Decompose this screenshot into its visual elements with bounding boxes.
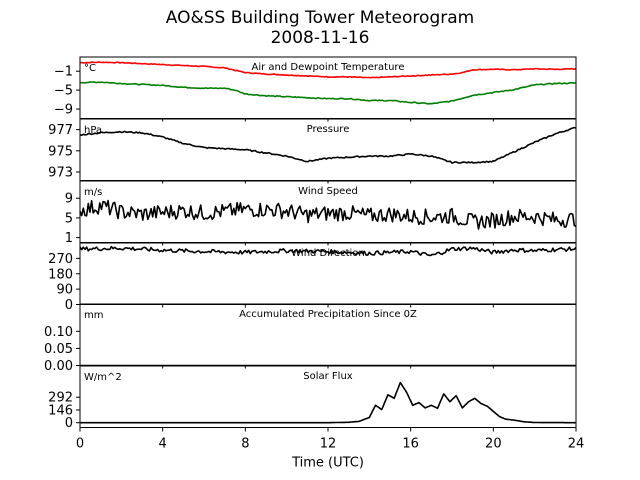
panel-3: 9 5 1 m/s Wind Speed: [65, 180, 577, 246]
y-tick-label: 977: [48, 123, 73, 138]
y-tick-label: −1: [54, 65, 73, 80]
y-tick-label: 1: [65, 231, 73, 246]
y-tick-label: 180: [48, 267, 73, 282]
panel-title: Wind Speed: [298, 186, 358, 197]
panel-title: Solar Flux: [303, 371, 353, 382]
y-tick-label: 292: [48, 391, 73, 406]
series-wind_speed: [79, 199, 577, 230]
unit-label: hPa: [84, 125, 102, 136]
y-tick-label: −9: [54, 103, 73, 118]
y-tick-label: 270: [48, 252, 73, 267]
x-tick-label: 16: [402, 437, 419, 452]
y-tick-label: 5: [65, 211, 73, 226]
y-tick-label: 973: [48, 166, 73, 181]
y-tick-label: 0.05: [44, 342, 73, 357]
series-dewpoint: [80, 81, 577, 105]
series-pressure: [79, 126, 577, 164]
chart-date: 2008-11-16: [270, 28, 370, 48]
unit-label: m/s: [84, 187, 102, 198]
y-tick-label: 975: [48, 144, 73, 159]
x-tick-label: 12: [320, 437, 337, 452]
panel-5: 0.10 0.05 0.00 mm Accumulated Precipitation …: [44, 303, 577, 374]
unit-label: W/m^2: [84, 372, 122, 383]
y-tick-label: 0.00: [44, 359, 73, 374]
series-wind_direction: [79, 245, 577, 257]
x-axis-label: Time (UTC): [291, 456, 364, 471]
panel-title: Air and Dewpoint Temperature: [252, 62, 405, 73]
panel-title: Pressure: [307, 124, 350, 135]
x-tick-label: 8: [241, 437, 249, 452]
unit-label: mm: [84, 310, 103, 321]
panel-title: Wind Direction: [291, 248, 365, 259]
y-tick-label: 146: [48, 403, 73, 418]
y-tick-label: 9: [65, 192, 73, 207]
y-tick-label: −5: [54, 84, 73, 99]
panel-title: Accumulated Precipitation Since 0Z: [239, 309, 417, 320]
unit-label: °C: [84, 63, 96, 74]
series-air: [79, 61, 577, 79]
y-tick-label: 0: [65, 416, 73, 431]
x-tick-label: 4: [159, 437, 167, 452]
series-solar: [80, 381, 576, 424]
panel-2: 977 975 973 hPa Pressure: [48, 118, 577, 184]
y-tick-label: 90: [56, 283, 73, 298]
y-tick-label: 0.10: [44, 325, 73, 340]
x-tick-label: 0: [76, 437, 84, 452]
panel-1: −1 −5 −9 °C Air and Dewpoint Temperature: [54, 56, 577, 122]
x-tick-label: 24: [568, 437, 585, 452]
y-tick-label: 0: [65, 298, 73, 313]
chart-title: AO&SS Building Tower Meteorogram: [165, 8, 475, 28]
x-tick-label: 20: [485, 437, 502, 452]
